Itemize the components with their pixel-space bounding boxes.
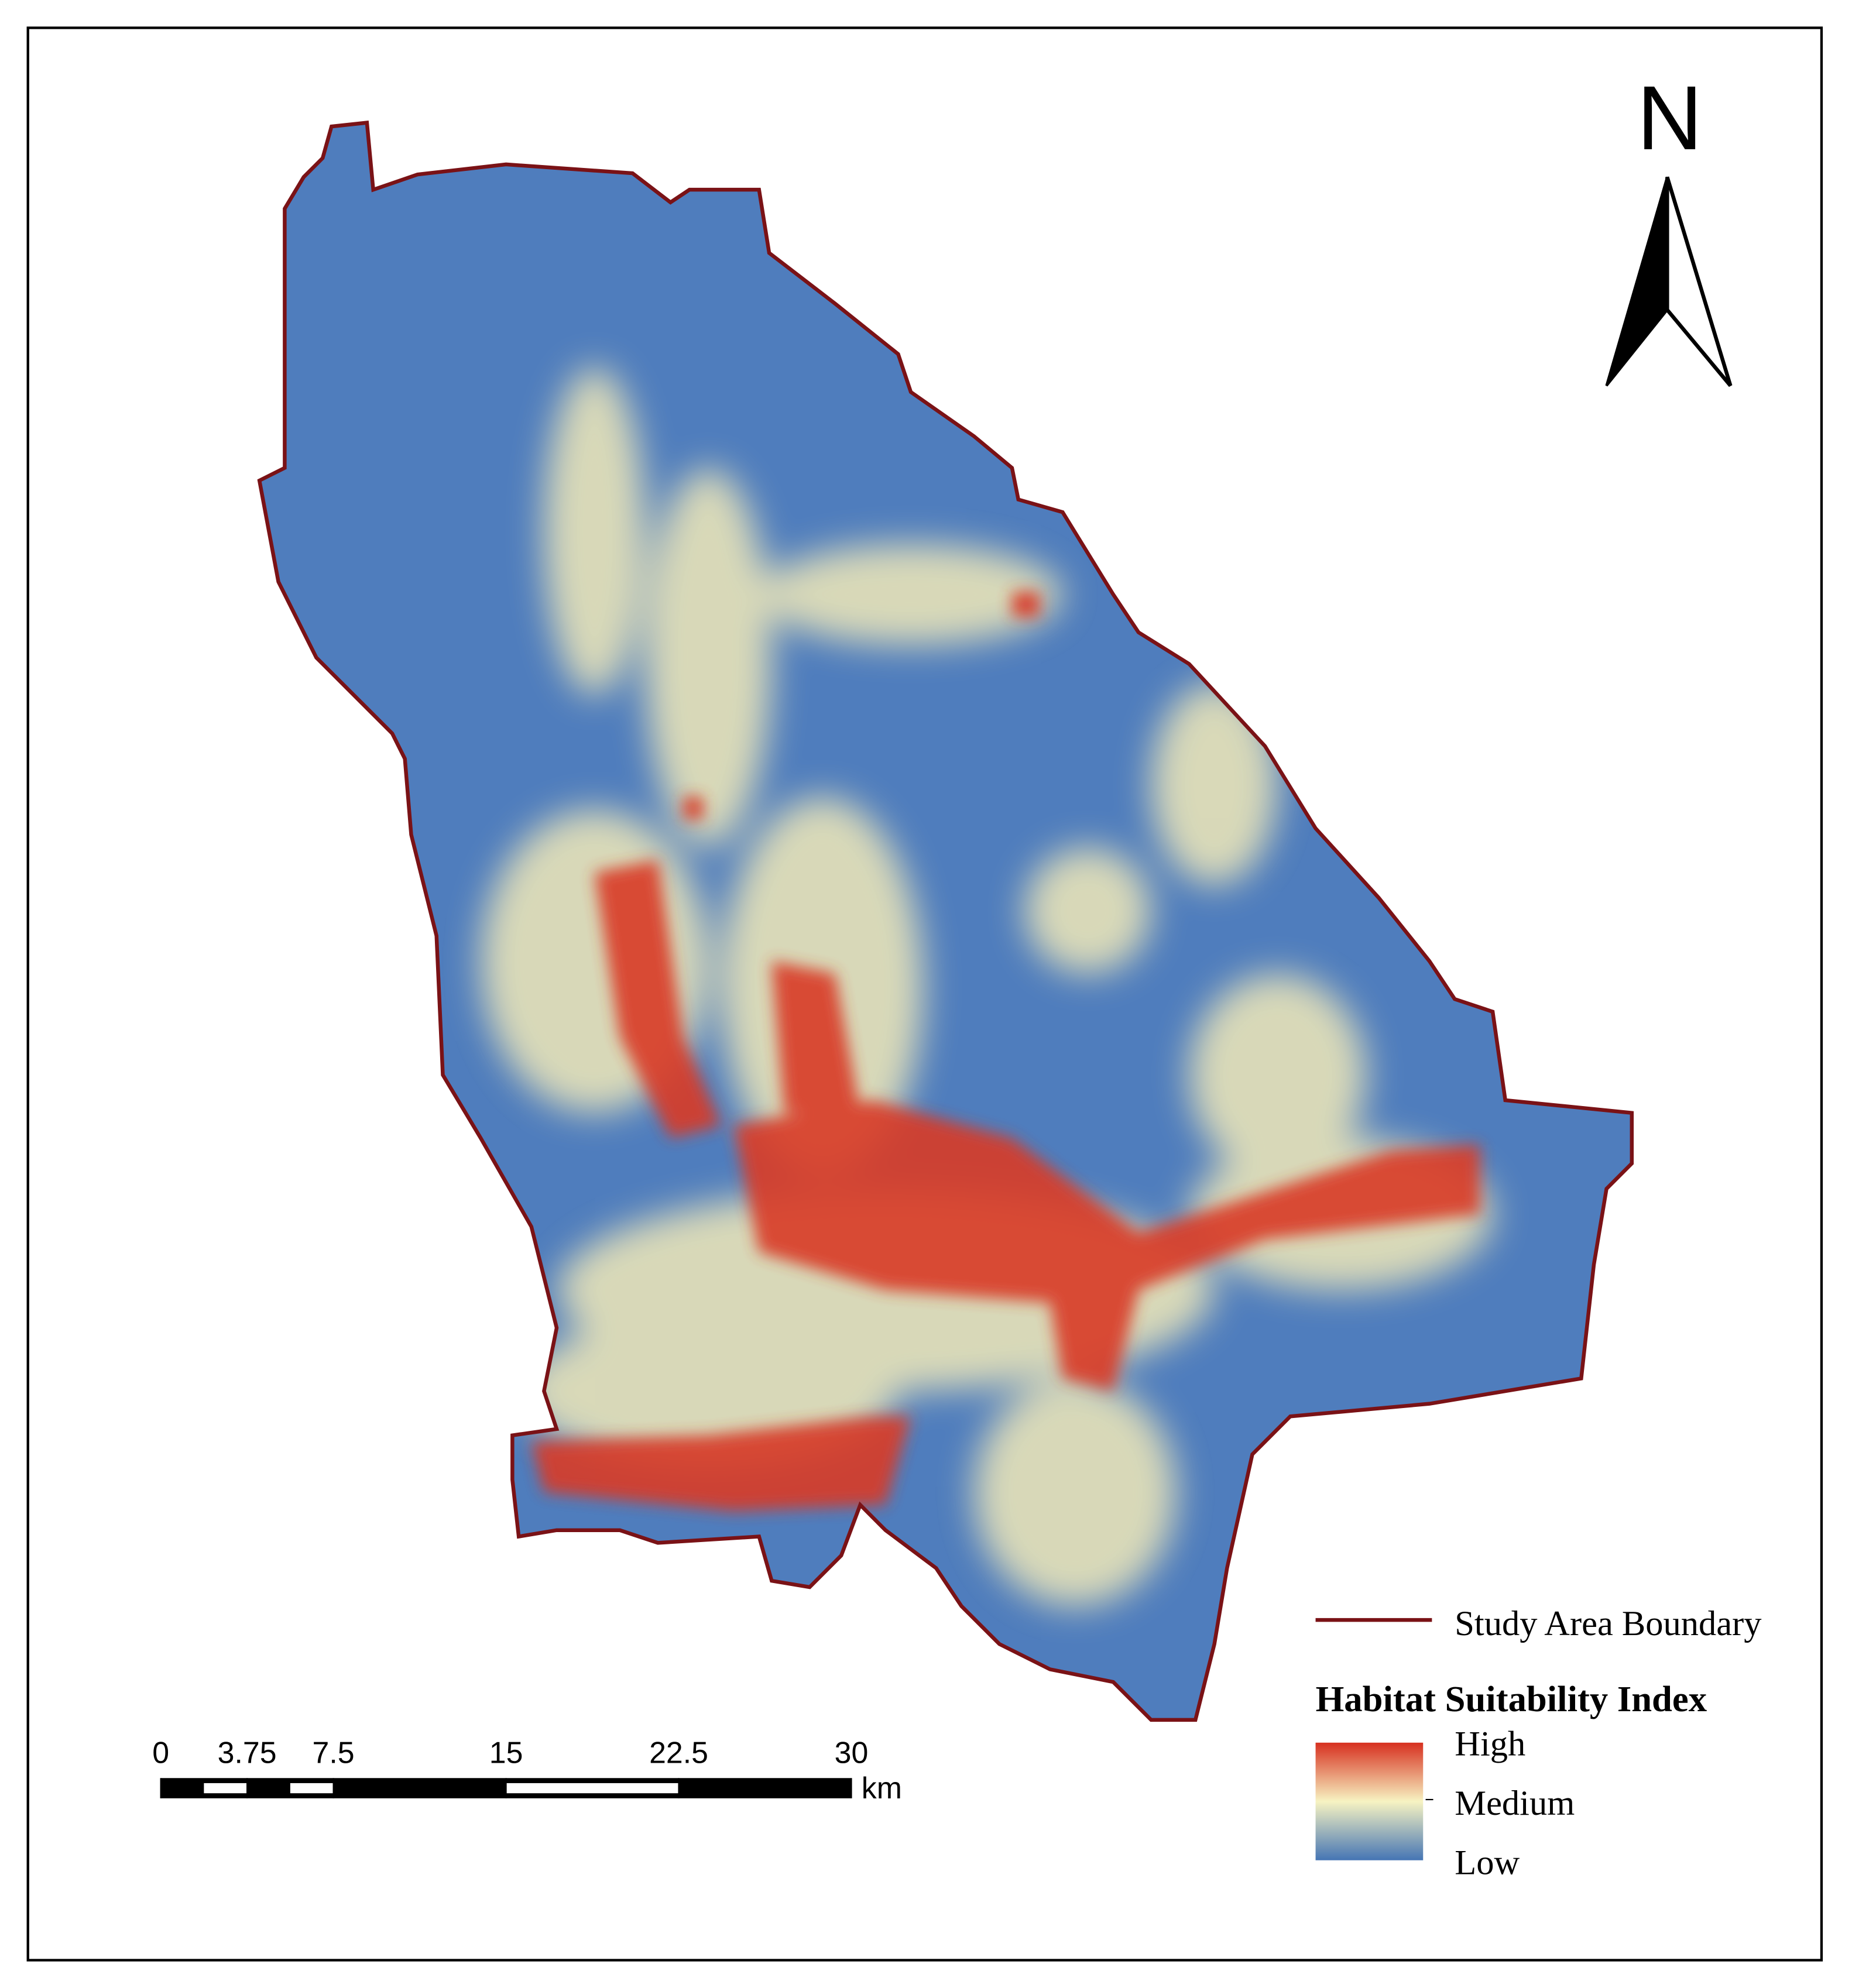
scale-bar-label: 0 xyxy=(152,1735,169,1769)
north-arrow-right xyxy=(1665,176,1733,387)
scale-bar-label: 7.5 xyxy=(313,1735,355,1769)
legend-medium: Medium xyxy=(1455,1784,1575,1823)
north-label: N xyxy=(1637,67,1702,169)
scale-bar-segment xyxy=(204,1783,248,1794)
scale-bar-label: 30 xyxy=(835,1735,869,1769)
scale-bar-segment xyxy=(290,1783,334,1794)
scale-bar-segment xyxy=(506,1783,679,1794)
legend-low: Low xyxy=(1455,1843,1520,1883)
scale-bar-label: 15 xyxy=(489,1735,523,1769)
scale-bar-label: 3.75 xyxy=(218,1735,277,1769)
scale-bar-label: 22.5 xyxy=(649,1735,708,1769)
legend-boundary-label: Study Area Boundary xyxy=(1455,1604,1762,1643)
legend-high: High xyxy=(1455,1724,1525,1763)
scale-bar-unit: km xyxy=(862,1771,902,1805)
legend-color-ramp xyxy=(1315,1742,1424,1860)
legend-title: Habitat Suitability Index xyxy=(1316,1678,1707,1719)
